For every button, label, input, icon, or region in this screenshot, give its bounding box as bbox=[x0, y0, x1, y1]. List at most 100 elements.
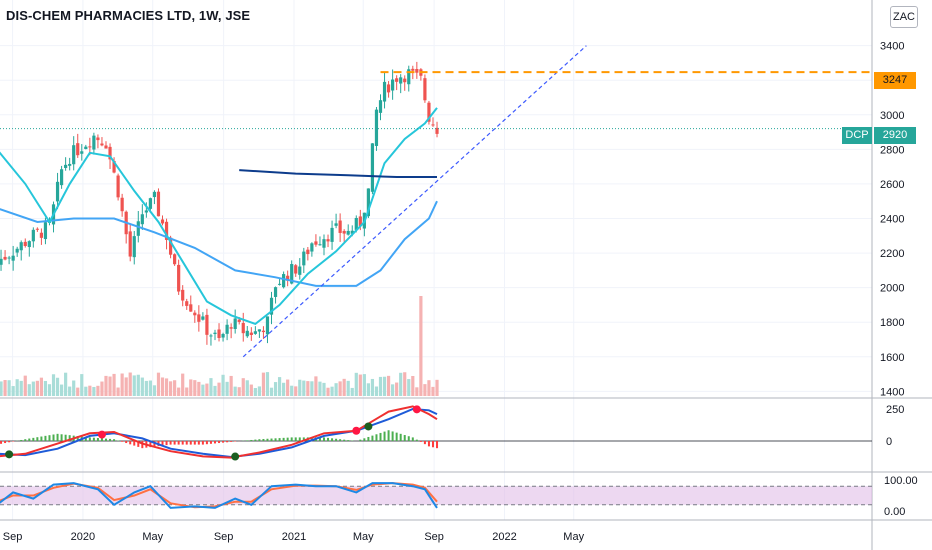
volume-bar bbox=[47, 384, 52, 396]
time-tick-label: May bbox=[142, 531, 163, 543]
macd-histogram-bar bbox=[88, 437, 91, 441]
volume-bar bbox=[27, 384, 31, 396]
candle-body bbox=[15, 248, 19, 253]
macd-histogram-bar bbox=[318, 437, 321, 441]
candle-body bbox=[298, 266, 302, 275]
macd-histogram-bar bbox=[331, 438, 334, 441]
macd-cross-up-marker bbox=[5, 450, 14, 459]
volume-bar bbox=[128, 372, 132, 396]
volume-bar bbox=[326, 387, 330, 396]
volume-bar bbox=[350, 387, 354, 396]
price-tick-label: 1800 bbox=[880, 317, 904, 329]
volume-bar bbox=[411, 375, 415, 396]
candle-body bbox=[386, 84, 391, 93]
stoch-tick-label: 100.00 bbox=[884, 475, 918, 487]
macd-histogram-bar bbox=[12, 441, 15, 442]
macd-histogram-bar bbox=[64, 434, 67, 441]
macd-histogram-bar bbox=[209, 441, 212, 444]
candle-body bbox=[273, 287, 278, 297]
macd-histogram-bar bbox=[165, 441, 168, 446]
volume-bar bbox=[273, 382, 278, 396]
candle-body bbox=[338, 220, 342, 233]
candle-body bbox=[23, 241, 27, 247]
candle-body bbox=[156, 191, 161, 217]
volume-bar bbox=[108, 376, 112, 396]
macd-histogram-bar bbox=[68, 435, 71, 441]
macd-histogram-bar bbox=[0, 441, 3, 444]
candle-body bbox=[370, 143, 375, 192]
price-tick-label: 3400 bbox=[880, 41, 904, 53]
candle-body bbox=[286, 275, 290, 281]
macd-histogram-bar bbox=[32, 437, 35, 441]
macd-histogram-bar bbox=[379, 432, 382, 441]
macd-histogram-bar bbox=[177, 441, 180, 445]
candle-body bbox=[330, 227, 334, 242]
candles bbox=[0, 61, 439, 346]
candle-body bbox=[189, 304, 193, 312]
candle-body bbox=[269, 297, 274, 315]
volume-bar bbox=[221, 374, 225, 396]
macd-histogram-bar bbox=[125, 441, 128, 444]
volume-bar bbox=[407, 379, 411, 396]
macd-histogram-bar bbox=[387, 430, 390, 441]
macd-histogram-bar bbox=[149, 441, 152, 448]
volume-bar bbox=[370, 378, 375, 396]
macd-tick-label: 250 bbox=[886, 404, 904, 416]
volume-bar bbox=[96, 385, 100, 396]
candle-body bbox=[209, 335, 213, 337]
volume-bar bbox=[213, 385, 217, 396]
macd-histogram-bar bbox=[391, 431, 394, 441]
candle-body bbox=[229, 327, 233, 329]
macd-histogram-bar bbox=[20, 439, 23, 441]
candle-body bbox=[395, 78, 399, 82]
macd-histogram-bar bbox=[60, 434, 63, 441]
time-tick-label: Sep bbox=[214, 531, 234, 543]
candle-body bbox=[241, 322, 245, 334]
macd-histogram-bar bbox=[415, 439, 418, 441]
volume-bar bbox=[261, 372, 266, 396]
volume-bar bbox=[249, 384, 253, 396]
time-tick-label: Sep bbox=[424, 531, 444, 543]
candle-body bbox=[128, 231, 132, 257]
candle-body bbox=[152, 191, 157, 198]
macd-histogram-bar bbox=[113, 439, 116, 441]
candle-body bbox=[120, 197, 124, 212]
volume-bar bbox=[346, 380, 350, 396]
time-tick-label: May bbox=[353, 531, 374, 543]
candle-body bbox=[72, 145, 76, 165]
candle-body bbox=[19, 242, 23, 251]
volume-bar bbox=[423, 384, 427, 396]
macd-histogram-bar bbox=[222, 441, 225, 443]
candle-body bbox=[217, 329, 221, 338]
candle-body bbox=[431, 124, 435, 126]
volume-bar bbox=[241, 378, 245, 396]
macd-histogram-bar bbox=[117, 440, 120, 441]
volume-bar bbox=[314, 376, 318, 396]
volume-bar bbox=[354, 372, 358, 396]
stochastic-pane bbox=[0, 482, 872, 509]
currency-badge[interactable]: ZAC bbox=[890, 6, 918, 28]
macd-histogram-bar bbox=[347, 440, 350, 441]
macd-histogram-bar bbox=[4, 441, 7, 444]
volume-bar bbox=[265, 372, 270, 396]
candle-body bbox=[136, 221, 140, 236]
volume-bar bbox=[310, 381, 314, 396]
macd-histogram-bar bbox=[52, 434, 55, 441]
macd-pane bbox=[0, 405, 872, 461]
volume-bar bbox=[51, 374, 56, 396]
macd-histogram-bar bbox=[431, 441, 434, 448]
volume-bar bbox=[229, 375, 233, 396]
macd-histogram-bar bbox=[48, 435, 51, 441]
macd-histogram-bar bbox=[250, 439, 253, 441]
volume-bar bbox=[112, 373, 116, 396]
candle-body bbox=[225, 324, 229, 334]
ma-fast-line bbox=[0, 107, 438, 326]
volume-bar bbox=[253, 387, 257, 396]
ticker-tag: DCP bbox=[842, 127, 872, 144]
macd-histogram-bar bbox=[395, 432, 398, 441]
candle-body bbox=[39, 232, 44, 238]
macd-histogram-bar bbox=[28, 438, 31, 441]
macd-histogram-bar bbox=[274, 438, 277, 441]
